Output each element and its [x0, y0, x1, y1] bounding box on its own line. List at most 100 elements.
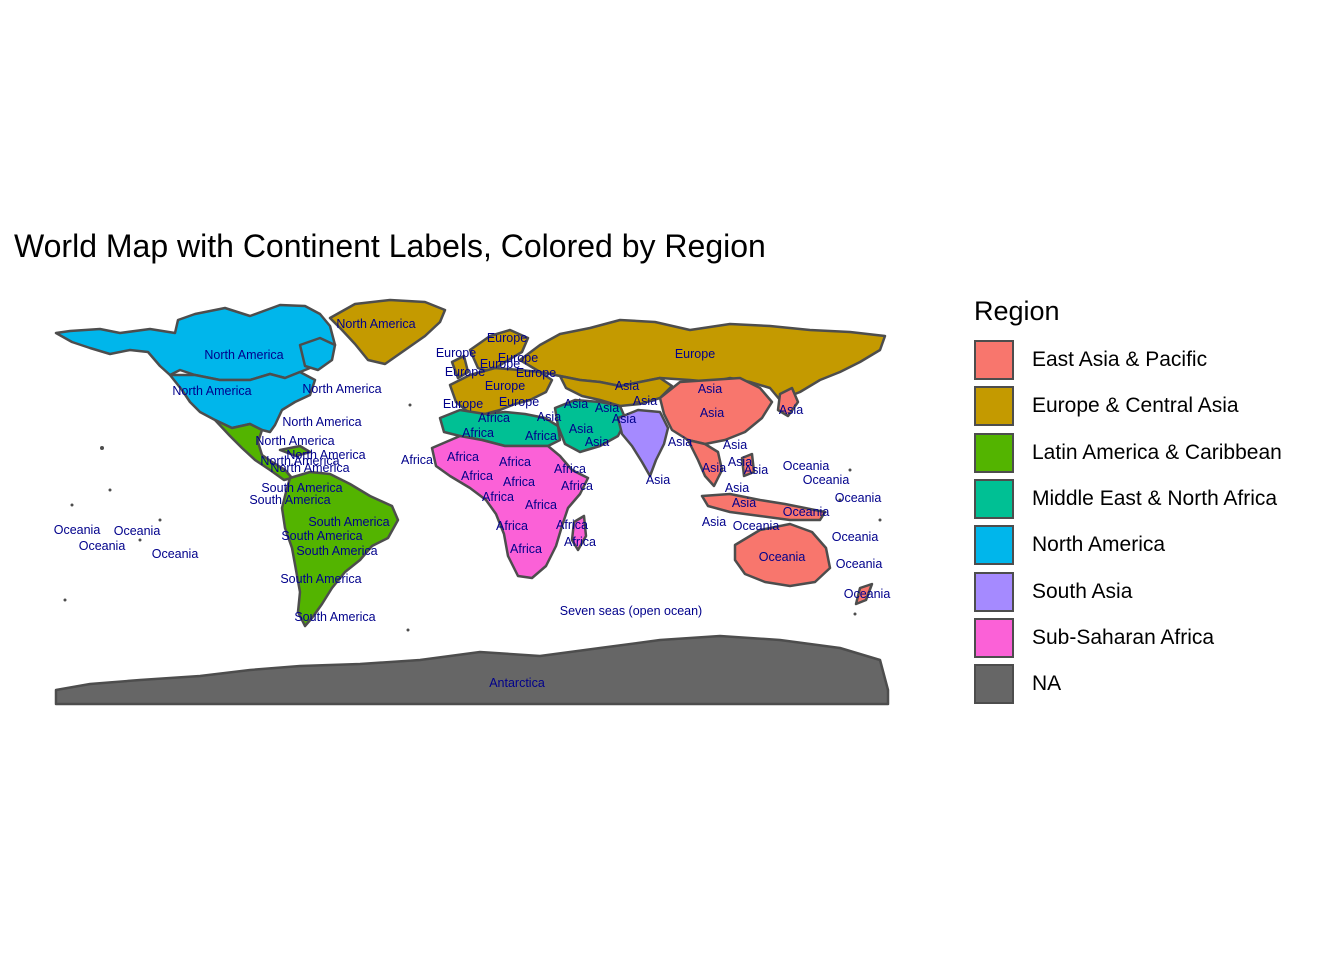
map-label: Asia: [595, 401, 619, 415]
map-label: South America: [261, 481, 342, 495]
map-label: Europe: [443, 397, 483, 411]
map-label: Africa: [503, 475, 535, 489]
map-label: South America: [280, 572, 361, 586]
legend-swatch: [974, 525, 1014, 566]
map-label: Africa: [554, 462, 586, 476]
map-label: Oceania: [783, 459, 830, 473]
map-label: Asia: [615, 379, 639, 393]
map-label: South America: [294, 610, 375, 624]
map-label: Africa: [561, 479, 593, 493]
map-label: Seven seas (open ocean): [560, 604, 702, 618]
map-label: Asia: [564, 397, 588, 411]
map-label: North America: [204, 348, 283, 362]
islands: [63, 403, 882, 632]
legend-item: Europe & Central Asia: [974, 383, 1282, 429]
legend-swatch: [974, 571, 1014, 612]
world-map: North America North America North Americ…: [54, 298, 891, 706]
canada-alaska-shape: [54, 303, 337, 382]
map-label: Europe: [675, 347, 715, 361]
map-label: Africa: [447, 450, 479, 464]
map-label: Asia: [698, 382, 722, 396]
legend-item: NA: [974, 661, 1282, 707]
antarctica-shape: [54, 634, 890, 706]
map-label: South America: [281, 529, 362, 543]
map-label: Africa: [496, 519, 528, 533]
madagascar-shape: [570, 514, 588, 552]
legend-label: Sub-Saharan Africa: [1032, 625, 1215, 649]
map-label: North America: [172, 384, 251, 398]
legend-swatch: [974, 664, 1014, 705]
region-europe-central-asia: [448, 318, 887, 416]
legend: Region East Asia & Pacific Europe & Cent…: [974, 296, 1282, 707]
legend-item: South Asia: [974, 568, 1282, 614]
legend-swatch: [974, 617, 1014, 658]
usa-shape: [168, 370, 317, 434]
map-label: Africa: [461, 469, 493, 483]
legend-label: NA: [1032, 672, 1062, 696]
legend-label: Middle East & North Africa: [1032, 487, 1278, 511]
philippines-shape: [740, 452, 756, 478]
map-label: North America: [286, 448, 365, 462]
map-label: Europe: [516, 366, 556, 380]
map-label: North America: [282, 415, 361, 429]
map-label: Oceania: [114, 524, 161, 538]
legend-label: Europe & Central Asia: [1032, 394, 1239, 418]
map-label: Africa: [510, 542, 542, 556]
south-america-shape: [280, 470, 400, 628]
map-label: Asia: [633, 394, 657, 408]
indonesia-shape: [700, 492, 827, 522]
map-label: South America: [296, 544, 377, 558]
map-label: Africa: [401, 453, 433, 467]
middle-east-shape: [553, 398, 628, 454]
map-label: Oceania: [844, 587, 891, 601]
map-label: North America: [336, 317, 415, 331]
region-north-america: [54, 303, 337, 434]
southeast-asia-shape: [686, 438, 724, 488]
map-label: Africa: [482, 490, 514, 504]
uk-shape: [450, 354, 470, 380]
map-label: Asia: [744, 463, 768, 477]
map-label: Oceania: [152, 547, 199, 561]
map-label: Europe: [498, 351, 538, 365]
map-label: North America: [260, 454, 339, 468]
new-zealand-shape: [854, 582, 874, 606]
map-label: Asia: [537, 410, 561, 424]
region-east-asia-pacific: [658, 376, 874, 606]
map-label: Oceania: [733, 519, 780, 533]
scandinavia-shape: [468, 328, 530, 374]
legend-label: North America: [1032, 533, 1166, 557]
map-label: Europe: [480, 357, 520, 371]
map-label: Asia: [725, 481, 749, 495]
legend-label: South Asia: [1032, 579, 1133, 603]
legend-swatch: [974, 479, 1014, 520]
legend-swatch: [974, 386, 1014, 427]
map-label: Asia: [612, 412, 636, 426]
map-title: World Map with Continent Labels, Colored…: [14, 228, 766, 264]
map-label: Asia: [732, 496, 756, 510]
map-label: Europe: [499, 395, 539, 409]
japan-shape: [776, 386, 800, 418]
map-label: Asia: [779, 403, 803, 417]
map-label: Africa: [556, 518, 588, 532]
legend-item: East Asia & Pacific: [974, 337, 1282, 383]
map-label: Asia: [702, 461, 726, 475]
continent-labels: North America North America North Americ…: [54, 317, 891, 690]
china-mongolia-shape: [658, 376, 774, 446]
region-latin-america: [213, 418, 400, 628]
map-label: Africa: [525, 429, 557, 443]
map-label: North America: [255, 434, 334, 448]
map-label: Oceania: [836, 557, 883, 571]
map-label: Asia: [700, 406, 724, 420]
map-label: South America: [249, 493, 330, 507]
map-label: Oceania: [832, 530, 879, 544]
australia-shape: [733, 522, 832, 588]
caribbean-shape: [278, 444, 312, 458]
legend-label: East Asia & Pacific: [1032, 348, 1208, 372]
map-label: Africa: [525, 498, 557, 512]
map-label: Oceania: [783, 505, 830, 519]
map-label: Oceania: [803, 473, 850, 487]
map-label: Oceania: [79, 539, 126, 553]
map-label: Oceania: [54, 523, 101, 537]
map-label: Europe: [487, 331, 527, 345]
map-label: Africa: [564, 535, 596, 549]
